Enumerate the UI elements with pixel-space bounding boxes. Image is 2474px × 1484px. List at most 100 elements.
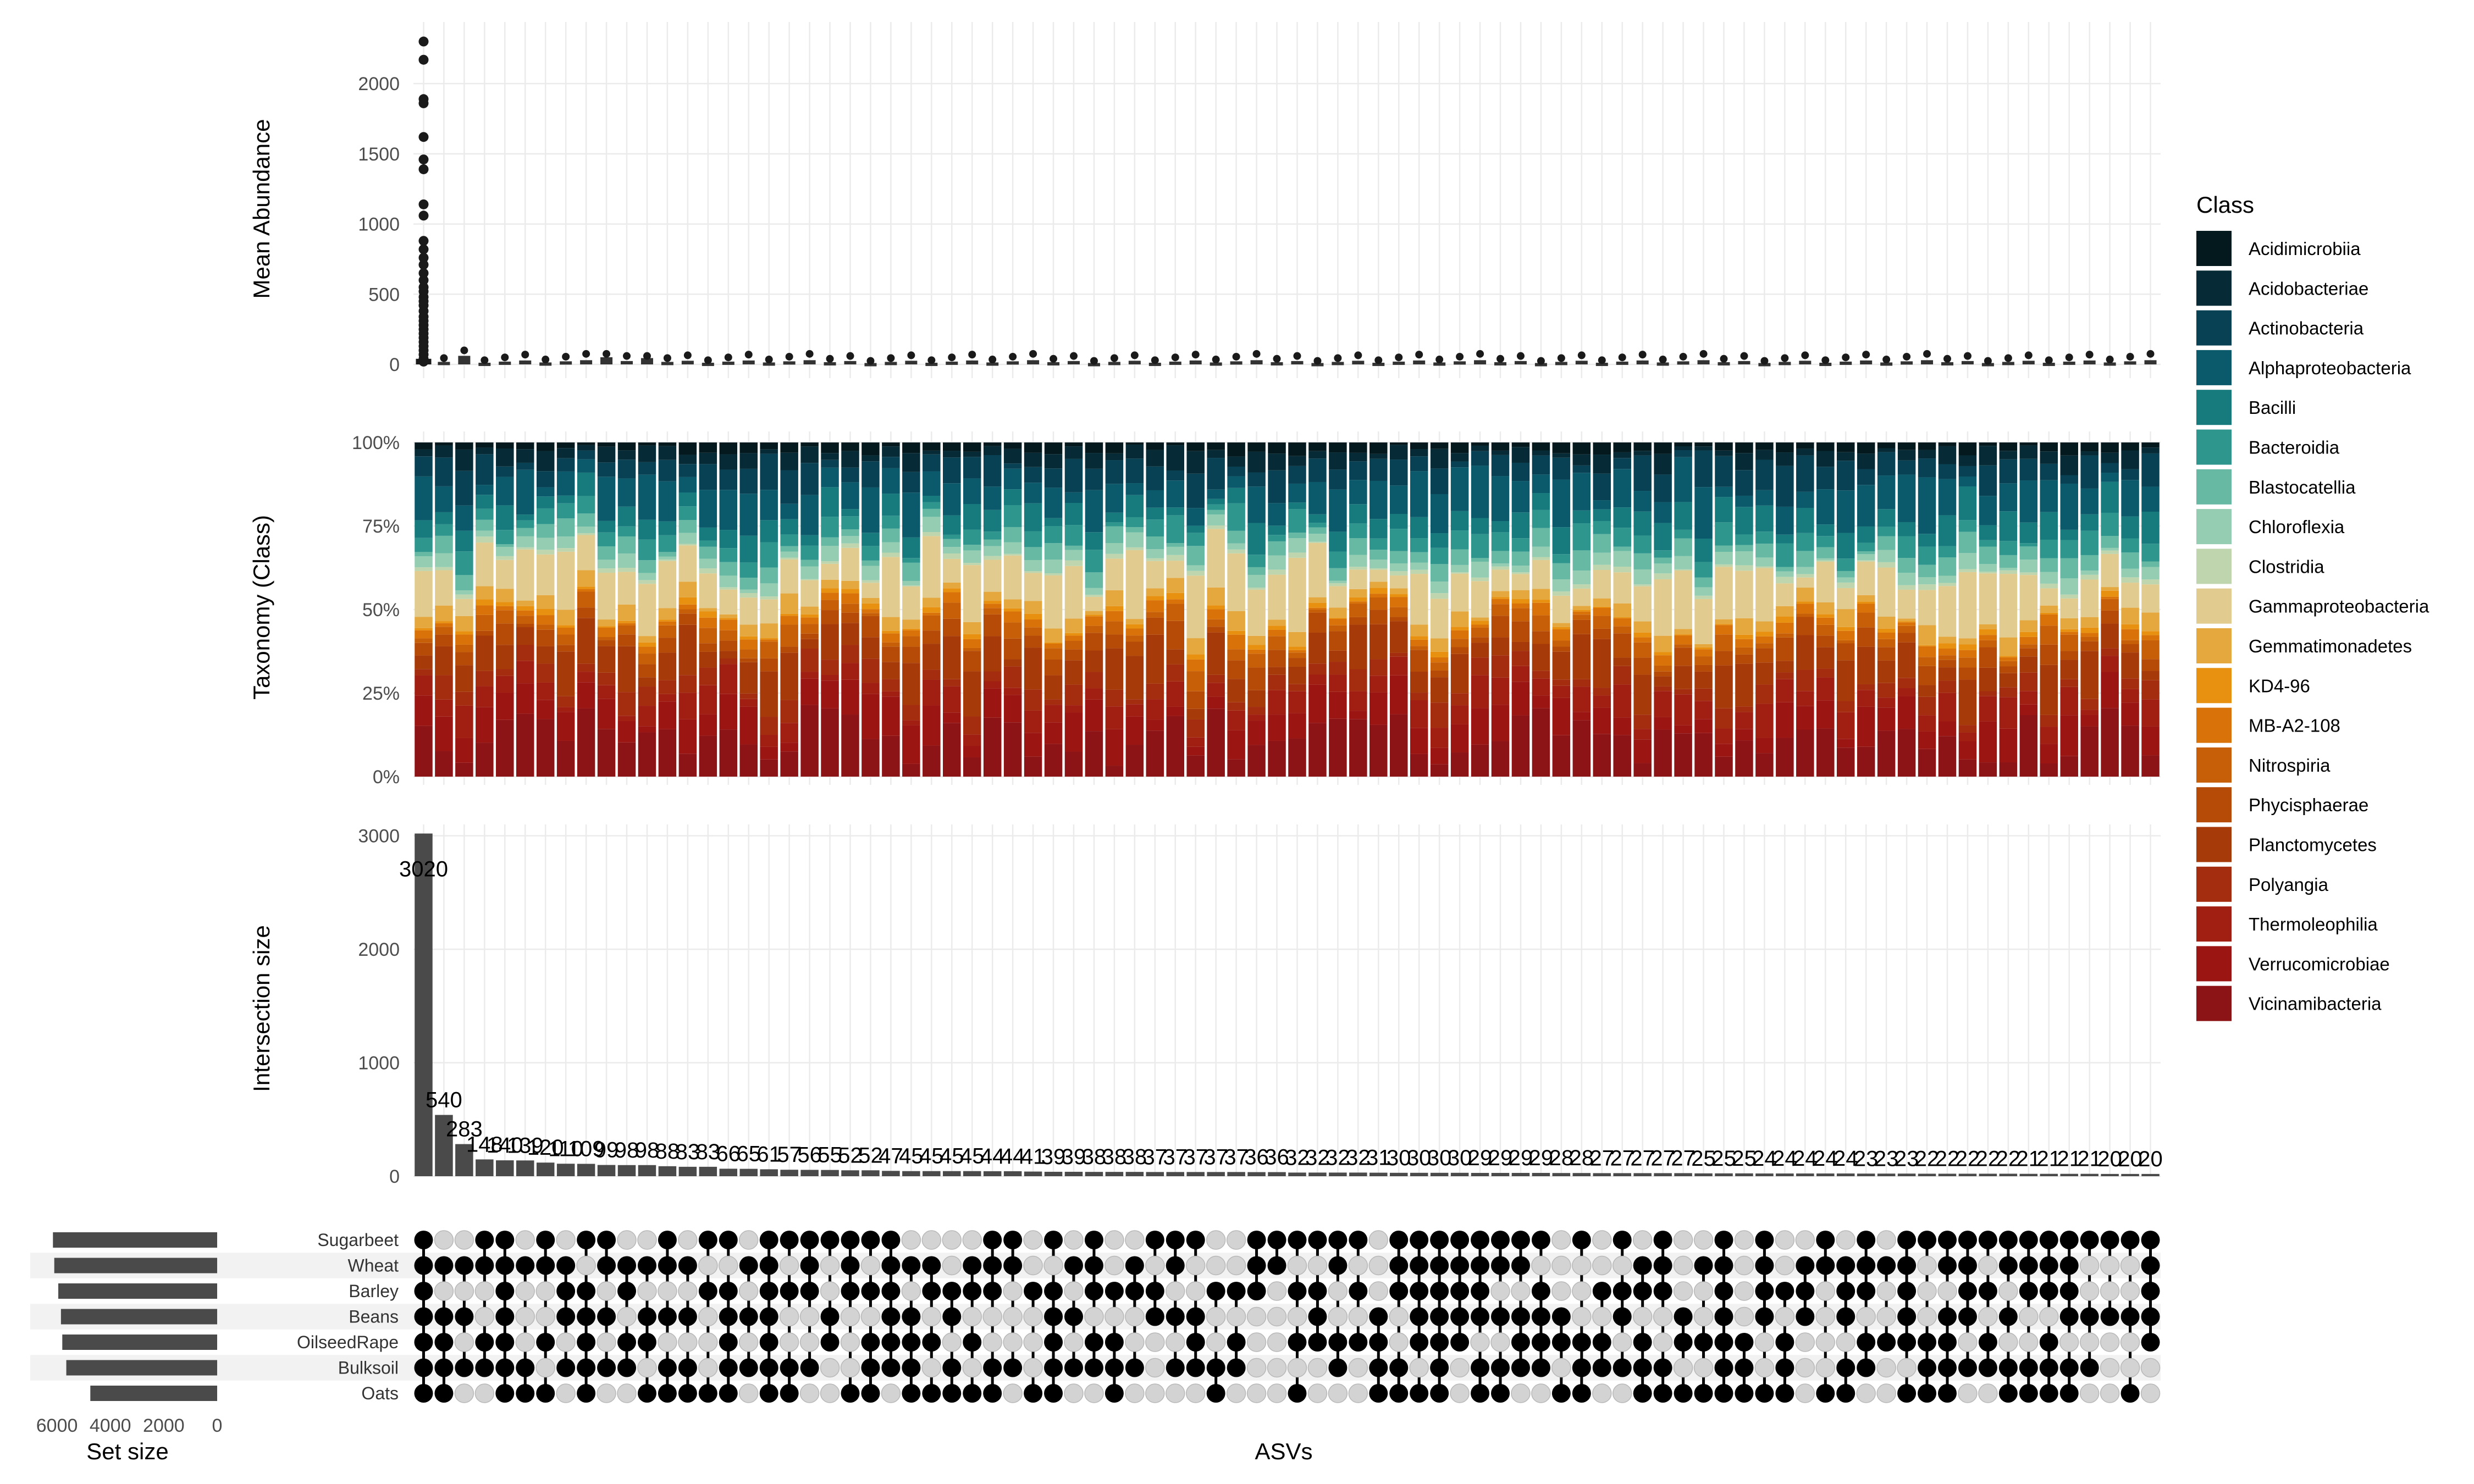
- matrix-dot-empty: [1693, 1358, 1714, 1378]
- taxonomy-segment: [2080, 451, 2099, 456]
- taxonomy-segment: [1999, 442, 2018, 451]
- taxonomy-segment: [1938, 680, 1957, 693]
- taxonomy-segment: [597, 477, 616, 521]
- taxonomy-segment: [1471, 445, 1489, 451]
- matrix-dot-empty: [637, 1230, 657, 1250]
- intersection-bar: [1268, 1172, 1286, 1176]
- taxonomy-segment: [1816, 524, 1835, 536]
- taxonomy-segment: [1247, 472, 1266, 487]
- abundance-box: [2063, 361, 2075, 365]
- taxonomy-segment: [476, 442, 494, 448]
- taxonomy-segment: [739, 535, 758, 563]
- taxonomy-segment: [2019, 672, 2038, 691]
- abundance-point: [744, 351, 753, 359]
- intersection-bar: [1836, 1173, 1855, 1176]
- matrix-dot-filled: [759, 1231, 778, 1249]
- taxonomy-segment: [1593, 639, 1611, 688]
- taxonomy-segment: [1552, 479, 1571, 528]
- matrix-dot-empty: [1958, 1383, 1978, 1403]
- taxonomy-segment: [1999, 673, 2018, 688]
- taxonomy-segment: [1186, 451, 1205, 474]
- taxonomy-segment: [1958, 486, 1977, 520]
- matrix-dot-empty: [2100, 1255, 2120, 1276]
- taxonomy-segment: [1389, 575, 1408, 589]
- taxonomy-segment: [1572, 442, 1591, 455]
- taxonomy-segment: [1410, 456, 1428, 472]
- taxonomy-segment: [1085, 490, 1103, 533]
- taxonomy-segment: [1796, 551, 1814, 567]
- taxonomy-segment: [1776, 606, 1794, 617]
- taxonomy-segment: [2121, 583, 2139, 608]
- matrix-dot-filled: [658, 1384, 677, 1403]
- intersection-bar: [983, 1171, 1002, 1176]
- matrix-dot-filled: [1674, 1307, 1693, 1326]
- taxonomy-segment: [2121, 629, 2139, 640]
- taxonomy-segment: [1755, 704, 1774, 738]
- abundance-box: [844, 361, 857, 364]
- matrix-dot-filled: [942, 1282, 962, 1300]
- taxonomy-segment: [983, 671, 1002, 682]
- taxonomy-segment: [800, 566, 819, 579]
- taxonomy-segment: [1349, 617, 1367, 625]
- matrix-dot-filled: [861, 1384, 880, 1403]
- intersection-bar-label: 27: [1630, 1146, 1655, 1170]
- matrix-dot-filled: [1897, 1282, 1917, 1300]
- taxonomy-segment: [496, 530, 514, 545]
- taxonomy-segment: [1186, 671, 1205, 691]
- taxonomy-segment: [1186, 659, 1205, 672]
- abundance-point: [1516, 352, 1525, 360]
- intersection-bar: [1146, 1172, 1164, 1176]
- taxonomy-segment: [963, 746, 981, 757]
- taxonomy-segment: [1816, 558, 1835, 561]
- matrix-dot-filled: [1918, 1333, 1937, 1352]
- intersection-bar: [1471, 1173, 1489, 1176]
- legend-swatch: [2196, 509, 2232, 545]
- taxonomy-segment: [800, 617, 819, 624]
- matrix-dot-filled: [2019, 1231, 2038, 1249]
- intersection-bar-label: 32: [1285, 1145, 1310, 1170]
- matrix-dot-filled: [2080, 1358, 2099, 1377]
- matrix-dot-empty: [1673, 1230, 1693, 1250]
- taxonomy-segment: [841, 543, 859, 548]
- taxonomy-segment: [1491, 442, 1510, 451]
- abundance-tick-label: 1500: [358, 144, 400, 165]
- taxonomy-segment: [2101, 536, 2119, 548]
- taxonomy-segment: [923, 745, 941, 777]
- abundance-box: [1372, 362, 1385, 366]
- matrix-dot-filled: [1410, 1256, 1429, 1275]
- taxonomy-segment: [719, 454, 738, 470]
- legend-item: Bacteroidia: [2196, 429, 2340, 465]
- taxonomy-segment: [1247, 745, 1266, 777]
- taxonomy-segment: [1146, 450, 1164, 467]
- matrix-dot-filled: [1836, 1307, 1856, 1326]
- taxonomy-segment: [1979, 647, 1997, 668]
- taxonomy-segment: [1207, 442, 1225, 450]
- taxonomy-segment: [1166, 621, 1185, 650]
- taxonomy-segment: [2121, 516, 2139, 539]
- matrix-dot-empty: [1368, 1255, 1389, 1276]
- taxonomy-segment: [1003, 442, 1022, 449]
- taxonomy-segment: [882, 630, 900, 634]
- matrix-dot-empty: [2140, 1383, 2161, 1403]
- taxonomy-segment: [678, 597, 697, 605]
- taxonomy-segment: [1349, 691, 1367, 711]
- matrix-dot-empty: [1328, 1306, 1348, 1327]
- matrix-dot-filled: [2141, 1307, 2160, 1326]
- matrix-dot-empty: [2019, 1306, 2039, 1327]
- taxonomy-segment: [658, 556, 677, 560]
- taxonomy-segment: [2121, 652, 2139, 679]
- taxonomy-segment: [1044, 573, 1063, 575]
- intersection-bar-label: 47: [879, 1144, 903, 1168]
- intersection-bar-label: 29: [1488, 1146, 1513, 1170]
- intersection-bar-label: 99: [594, 1138, 619, 1162]
- taxonomy-segment: [638, 664, 656, 678]
- taxonomy-segment: [1694, 595, 1713, 599]
- matrix-dot-filled: [577, 1231, 596, 1249]
- taxonomy-segment: [1735, 654, 1753, 664]
- abundance-point: [418, 98, 429, 108]
- taxonomy-segment: [963, 550, 981, 563]
- intersection-bar-label: 45: [899, 1144, 924, 1169]
- taxonomy-segment: [1166, 442, 1185, 446]
- matrix-dot-filled: [597, 1231, 616, 1249]
- taxonomy-segment: [2080, 636, 2099, 641]
